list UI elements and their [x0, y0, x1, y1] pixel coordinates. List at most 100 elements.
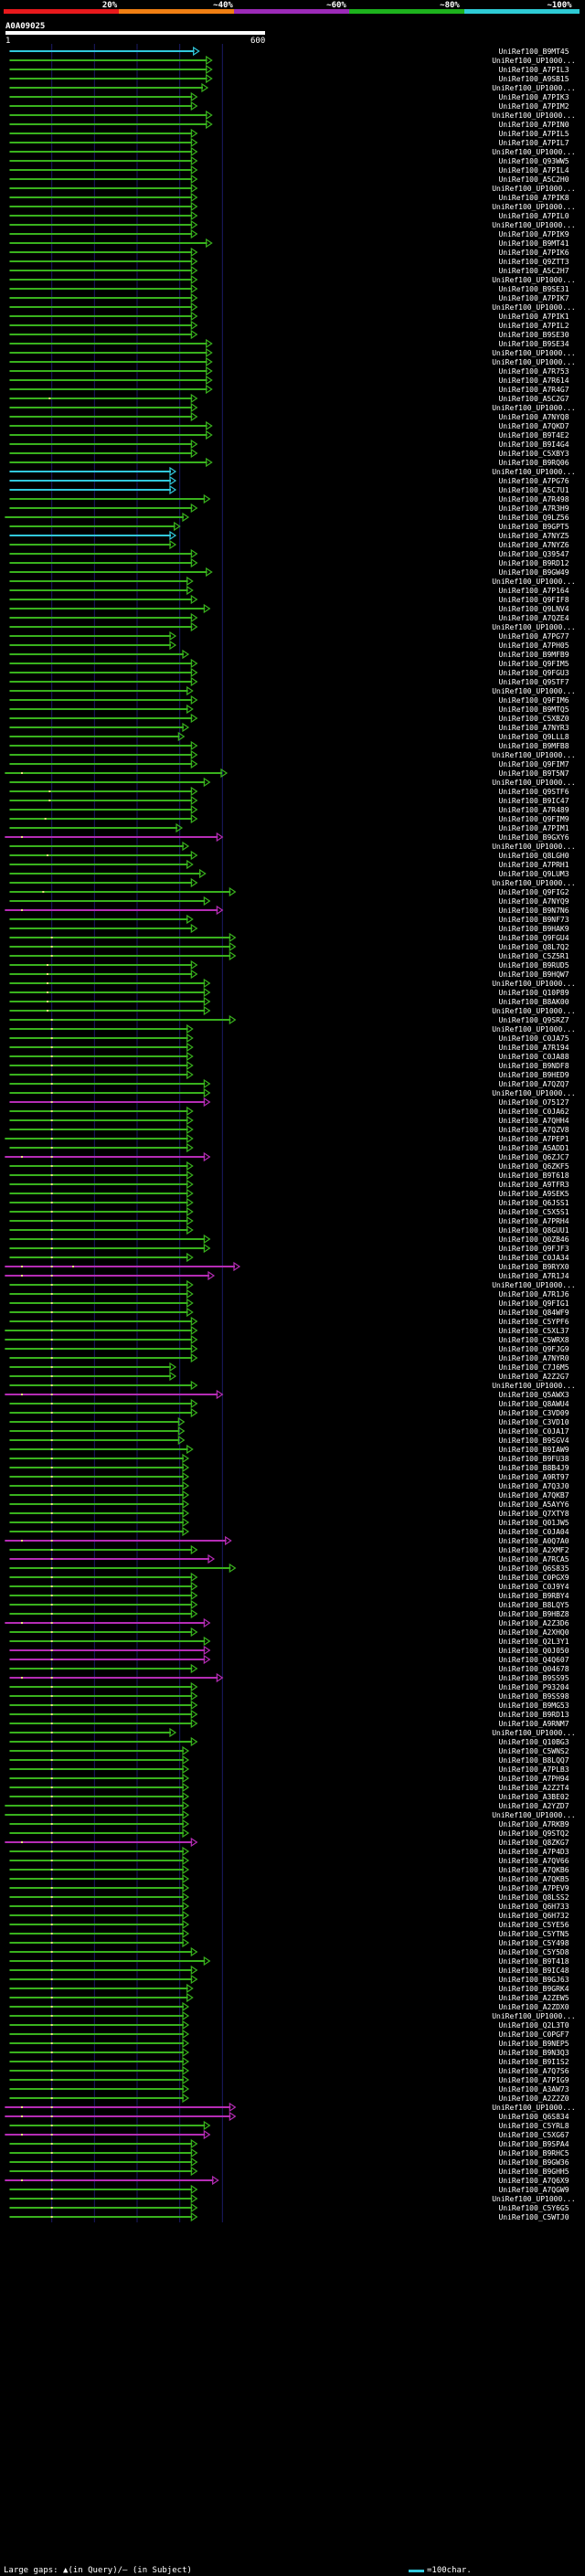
hit-label[interactable]: UniRef100_C7J6M5	[498, 1363, 569, 1372]
hit-label[interactable]: UniRef100_A7QGW9	[498, 2186, 569, 2194]
hit-label[interactable]: UniRef100_B8LQY5	[498, 1601, 569, 1609]
hit-label[interactable]: UniRef100_A7R614	[498, 376, 569, 385]
hit-label[interactable]: UniRef100_A7PIK6	[498, 249, 569, 257]
hit-label[interactable]: UniRef100_Q8ZKG7	[498, 1839, 569, 1847]
hit-label[interactable]: UniRef100_B9IC48	[498, 1966, 569, 1975]
hit-label[interactable]: UniRef100_Q9LLL8	[498, 733, 569, 741]
hit-label[interactable]: UniRef100_Q9FIM6	[498, 696, 569, 705]
hit-label[interactable]: UniRef100_A2Z2G7	[498, 1373, 569, 1381]
hit-label[interactable]: UniRef100_C0JA75	[498, 1034, 569, 1043]
hit-label[interactable]: UniRef100_UP1000...	[492, 84, 576, 92]
hit-label[interactable]: UniRef100_C0J9Y4	[498, 1583, 569, 1591]
hit-label[interactable]: UniRef100_C5YRL8	[498, 2122, 569, 2130]
hit-label[interactable]: UniRef100_A9SB15	[498, 75, 569, 83]
hit-label[interactable]: UniRef100_B9MT41	[498, 239, 569, 248]
hit-label[interactable]: UniRef100_UP1000...	[492, 578, 576, 586]
hit-label[interactable]: UniRef100_A7Q7S6	[498, 2067, 569, 2075]
hit-label[interactable]: UniRef100_A7PIM1	[498, 824, 569, 832]
hit-label[interactable]: UniRef100_Q8GUU1	[498, 1226, 569, 1235]
hit-label[interactable]: UniRef100_C3VD09	[498, 1409, 569, 1417]
hit-label[interactable]: UniRef100_A7QHH4	[498, 1117, 569, 1125]
hit-label[interactable]: UniRef100_Q9FIM5	[498, 660, 569, 668]
hit-label[interactable]: UniRef100_B9N3Q3	[498, 2049, 569, 2057]
hit-label[interactable]: UniRef100_UP1000...	[492, 1729, 576, 1737]
hit-label[interactable]: UniRef100_C5WTJ0	[498, 2213, 569, 2221]
hit-label[interactable]: UniRef100_Q10BG3	[498, 1738, 569, 1746]
hit-label[interactable]: UniRef100_A2Z2Z0	[498, 2094, 569, 2103]
hit-label[interactable]: UniRef100_B9NEP5	[498, 2040, 569, 2048]
hit-label[interactable]: UniRef100_Q8AWU4	[498, 1400, 569, 1408]
hit-label[interactable]: UniRef100_UP1000...	[492, 57, 576, 65]
hit-label[interactable]: UniRef100_UP1000...	[492, 623, 576, 631]
hit-label[interactable]: UniRef100_A7PLB3	[498, 1765, 569, 1774]
hit-label[interactable]: UniRef100_UP1000...	[492, 2012, 576, 2020]
hit-label[interactable]: UniRef100_C0JA17	[498, 1427, 569, 1436]
hit-label[interactable]: UniRef100_Q9FIG1	[498, 1299, 569, 1308]
hit-label[interactable]: UniRef100_Q6S835	[498, 1564, 569, 1573]
hit-label[interactable]: UniRef100_B9RBY4	[498, 1592, 569, 1600]
hit-label[interactable]: UniRef100_A7PIM2	[498, 102, 569, 111]
hit-label[interactable]: UniRef100_B9SE34	[498, 340, 569, 348]
hit-label[interactable]: UniRef100_C0JA34	[498, 1254, 569, 1262]
hit-label[interactable]: UniRef100_Q9LUM3	[498, 870, 569, 878]
hit-label[interactable]: UniRef100_Q4Q607	[498, 1656, 569, 1664]
hit-label[interactable]: UniRef100_C3VD10	[498, 1418, 569, 1426]
hit-label[interactable]: UniRef100_UP1000...	[492, 358, 576, 366]
hit-label[interactable]: UniRef100_C5XBY3	[498, 450, 569, 458]
hit-label[interactable]: UniRef100_A7QV66	[498, 1857, 569, 1865]
hit-label[interactable]: UniRef100_A7RCA5	[498, 1555, 569, 1564]
hit-label[interactable]: UniRef100_Q7XTY8	[498, 1510, 569, 1518]
hit-label[interactable]: UniRef100_Q9FIM9	[498, 815, 569, 823]
hit-label[interactable]: UniRef100_Q9FIM7	[498, 760, 569, 769]
hit-label[interactable]: UniRef100_B9IC47	[498, 797, 569, 805]
hit-label[interactable]: UniRef100_A7PIK1	[498, 313, 569, 321]
hit-label[interactable]: UniRef100_Q9ZTT3	[498, 258, 569, 266]
hit-label[interactable]: UniRef100_Q6JSS1	[498, 1199, 569, 1207]
hit-label[interactable]: UniRef100_A9SEK5	[498, 1190, 569, 1198]
hit-label[interactable]: UniRef100_Q9STF6	[498, 788, 569, 796]
hit-label[interactable]: UniRef100_C0JA88	[498, 1053, 569, 1061]
hit-label[interactable]: UniRef100_A7QKB5	[498, 1875, 569, 1883]
hit-label[interactable]: UniRef100_B8AK00	[498, 998, 569, 1006]
hit-label[interactable]: UniRef100_B8LQQ7	[498, 1756, 569, 1765]
hit-label[interactable]: UniRef100_UP1000...	[492, 1811, 576, 1819]
hit-label[interactable]: UniRef100_B9MFB9	[498, 651, 569, 659]
hit-label[interactable]: UniRef100_B9RD12	[498, 559, 569, 567]
hit-label[interactable]: UniRef100_Q2L3Y1	[498, 1638, 569, 1646]
hit-label[interactable]: UniRef100_A7R489	[498, 806, 569, 814]
hit-label[interactable]: UniRef100_UP1000...	[492, 751, 576, 759]
hit-label[interactable]: UniRef100_B9T418	[498, 1957, 569, 1966]
hit-label[interactable]: UniRef100_B9GRK4	[498, 1985, 569, 1993]
hit-label[interactable]: UniRef100_A7R194	[498, 1044, 569, 1052]
hit-label[interactable]: UniRef100_B9RHC5	[498, 2149, 569, 2157]
hit-label[interactable]: UniRef100_A7QZQ7	[498, 1080, 569, 1088]
hit-label[interactable]: UniRef100_B9RQ06	[498, 459, 569, 467]
hit-label[interactable]: UniRef100_A2ZDX0	[498, 2003, 569, 2011]
hit-label[interactable]: UniRef100_UP1000...	[492, 2195, 576, 2203]
hit-label[interactable]: UniRef100_B9SE31	[498, 285, 569, 293]
hit-label[interactable]: UniRef100_A9RNM7	[498, 1720, 569, 1728]
hit-label[interactable]: UniRef100_B9RYX0	[498, 1263, 569, 1271]
hit-label[interactable]: UniRef100_UP1000...	[492, 1089, 576, 1097]
hit-label[interactable]: UniRef100_B9RUD5	[498, 961, 569, 970]
hit-label[interactable]: UniRef100_P93204	[498, 1683, 569, 1691]
hit-label[interactable]: UniRef100_A7QZV8	[498, 1126, 569, 1134]
hit-label[interactable]: UniRef100_Q8LSS2	[498, 1893, 569, 1902]
hit-label[interactable]: UniRef100_Q10P89	[498, 989, 569, 997]
hit-label[interactable]: UniRef100_UP1000...	[492, 221, 576, 229]
hit-label[interactable]: UniRef100_UP1000...	[492, 1382, 576, 1390]
hit-label[interactable]: UniRef100_A7PRH1	[498, 861, 569, 869]
hit-label[interactable]: UniRef100_Q6H733	[498, 1903, 569, 1911]
hit-label[interactable]: UniRef100_Q0J050	[498, 1647, 569, 1655]
hit-label[interactable]: UniRef100_Q9STF7	[498, 678, 569, 686]
hit-label[interactable]: UniRef100_A7NYR3	[498, 724, 569, 732]
hit-label[interactable]: UniRef100_B8B4J9	[498, 1464, 569, 1472]
hit-label[interactable]: UniRef100_B9SGV4	[498, 1436, 569, 1445]
hit-label[interactable]: UniRef100_A7PIL3	[498, 66, 569, 74]
hit-label[interactable]: UniRef100_C5YPF6	[498, 1318, 569, 1326]
hit-label[interactable]: UniRef100_A7QKB6	[498, 1866, 569, 1874]
hit-label[interactable]: UniRef100_Q9FIG2	[498, 888, 569, 896]
hit-label[interactable]: UniRef100_B9HED9	[498, 1071, 569, 1079]
hit-label[interactable]: UniRef100_A7Q3J0	[498, 1482, 569, 1490]
hit-label[interactable]: UniRef100_A7PIL5	[498, 130, 569, 138]
